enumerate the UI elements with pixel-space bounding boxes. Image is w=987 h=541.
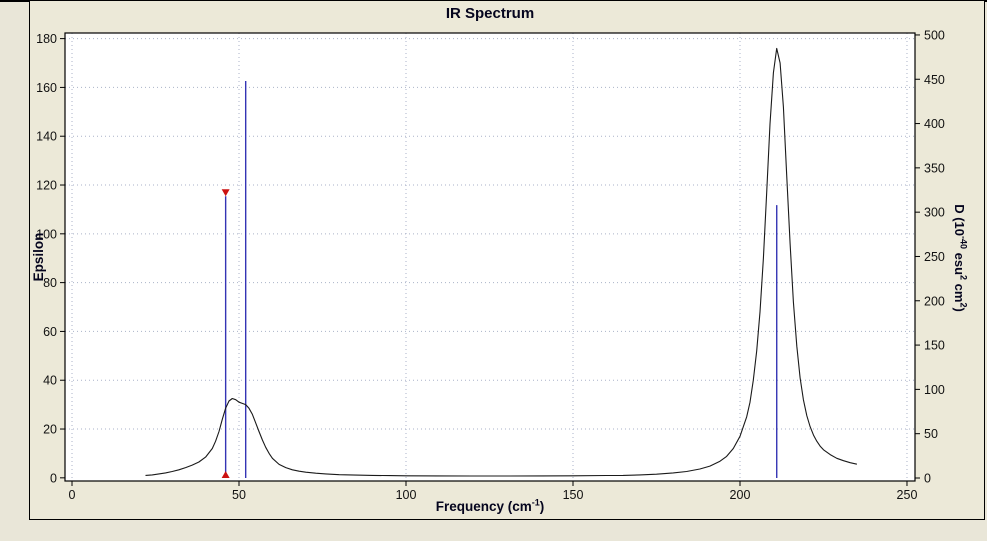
x-axis-label-close: ) <box>539 499 545 514</box>
selected-mode-marker-top <box>221 189 230 197</box>
y-left-tick-label: 140 <box>36 130 57 144</box>
right-axis-label-part4: ) <box>952 307 967 312</box>
selected-mode-marker-bottom <box>221 470 230 478</box>
plot-area <box>65 33 915 481</box>
right-axis-label-part2: esu <box>952 249 967 276</box>
x-axis-label-sup: -1 <box>531 497 540 508</box>
x-tick-label: 250 <box>897 488 918 502</box>
x-axis-label: Frequency (cm-1) <box>65 497 915 514</box>
y-right-tick-label: 500 <box>924 28 945 42</box>
left-axis-label: Epsilon <box>31 232 46 282</box>
x-tick-label: 50 <box>232 488 246 502</box>
right-axis-label: D (10-40 esu2 cm2) <box>949 173 969 343</box>
y-left-tick-label: 0 <box>50 471 57 485</box>
chart-title: IR Spectrum <box>445 5 535 22</box>
x-tick-label: 150 <box>563 488 584 502</box>
y-left-tick-label: 40 <box>43 374 57 388</box>
right-axis-label-part3: cm <box>952 280 967 303</box>
y-left-tick-label: 160 <box>36 81 57 95</box>
y-right-tick-label: 250 <box>924 250 945 264</box>
right-axis-label-sup1: -40 <box>958 235 969 249</box>
y-right-tick-label: 200 <box>924 294 945 308</box>
right-axis-label-part1: D (10 <box>952 204 967 236</box>
x-tick-label: 0 <box>69 488 76 502</box>
y-left-tick-label: 120 <box>36 179 57 193</box>
y-left-tick-label: 180 <box>36 32 57 46</box>
y-left-tick-label: 100 <box>36 227 57 241</box>
y-right-tick-label: 400 <box>924 117 945 131</box>
x-tick-label: 100 <box>396 488 417 502</box>
plot-border <box>64 32 916 482</box>
x-tick-label: 200 <box>730 488 751 502</box>
x-axis-label-text: Frequency (cm <box>435 499 532 514</box>
y-right-tick-label: 100 <box>924 383 945 397</box>
y-right-tick-label: 300 <box>924 206 945 220</box>
y-left-tick-label: 80 <box>43 276 57 290</box>
epsilon-curve <box>145 47 858 477</box>
y-left-tick-label: 20 <box>43 423 57 437</box>
y-right-tick-label: 150 <box>924 339 945 353</box>
y-right-tick-label: 450 <box>924 73 945 87</box>
y-left-tick-label: 60 <box>43 325 57 339</box>
y-right-tick-label: 50 <box>924 427 938 441</box>
y-right-tick-label: 0 <box>924 471 931 485</box>
y-right-tick-label: 350 <box>924 161 945 175</box>
